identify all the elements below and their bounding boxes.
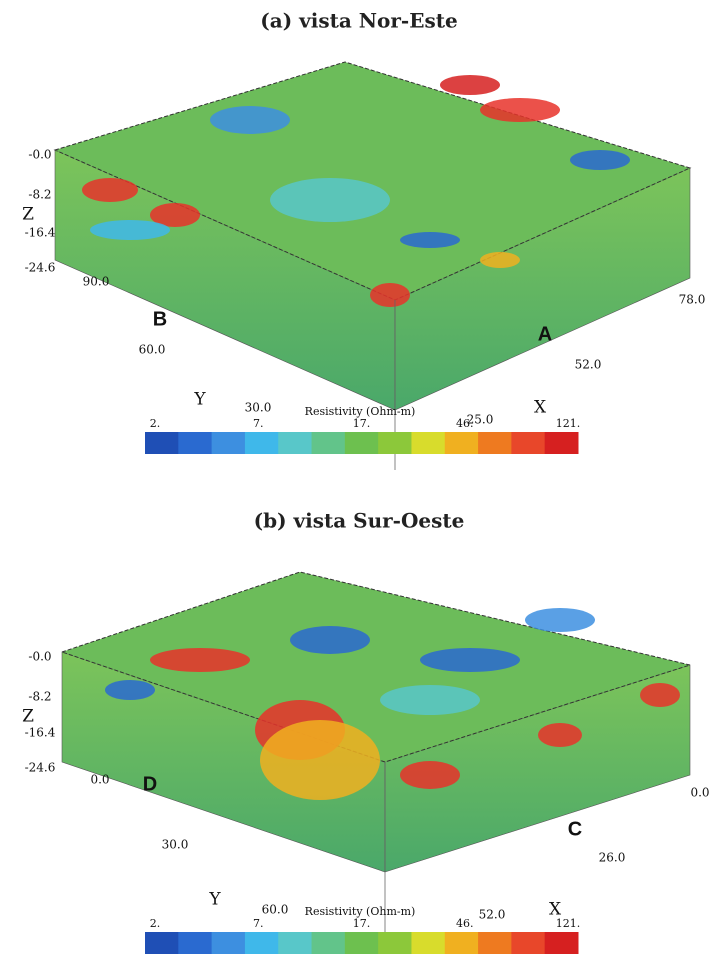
colorbar-swatch	[345, 432, 379, 454]
anomaly	[290, 626, 370, 654]
x-tick-label: 52.0	[479, 908, 506, 922]
anomaly	[150, 648, 250, 672]
colorbar-swatch	[545, 932, 579, 954]
anomaly	[270, 178, 390, 222]
colorbar-label: 17.	[353, 417, 371, 430]
z-tick-label: -24.6	[25, 261, 56, 275]
y-tick-label: 90.0	[83, 275, 110, 289]
anomaly	[370, 283, 410, 307]
anomaly	[525, 608, 595, 632]
anomaly	[640, 683, 680, 707]
colorbar-swatch	[145, 932, 179, 954]
z-tick-label: -16.4	[25, 726, 56, 740]
x-tick-label: 78.0	[679, 293, 706, 307]
anomaly	[210, 106, 290, 134]
colorbar-swatch	[178, 932, 212, 954]
colorbar-swatch	[445, 432, 479, 454]
anomaly	[480, 98, 560, 122]
z-axis-label: Z	[22, 707, 34, 727]
colorbar-label: 121.	[556, 417, 581, 430]
colorbar-swatch	[378, 432, 412, 454]
colorbar-swatch	[245, 932, 279, 954]
anomaly	[260, 720, 380, 800]
z-tick-label: -0.0	[28, 650, 51, 664]
z-tick-label: -8.2	[28, 690, 51, 704]
anomaly	[538, 723, 582, 747]
colorbar-swatch	[545, 432, 579, 454]
colorbar-swatch	[245, 432, 279, 454]
colorbar-swatch	[411, 432, 445, 454]
marker-label: D	[143, 773, 157, 795]
colorbar-label: 2.	[150, 917, 161, 930]
colorbar-label: 7.	[253, 917, 264, 930]
y-tick-label: 30.0	[162, 838, 189, 852]
colorbar-label: 46.	[456, 917, 474, 930]
anomaly	[82, 178, 138, 202]
marker-label: A	[538, 323, 552, 345]
colorbar-swatch	[145, 432, 179, 454]
colorbar-swatch	[312, 932, 346, 954]
panel-title: (b) vista Sur-Oeste	[254, 509, 465, 533]
colorbar-label: 46.	[456, 417, 474, 430]
anomaly	[480, 252, 520, 268]
z-tick-label: -0.0	[28, 148, 51, 162]
colorbar-label: 17.	[353, 917, 371, 930]
anomaly	[380, 685, 480, 715]
colorbar-swatch	[478, 932, 512, 954]
y-axis-label: Y	[208, 890, 221, 910]
y-tick-label: 60.0	[139, 343, 166, 357]
anomaly	[105, 680, 155, 700]
colorbar-swatch	[212, 932, 246, 954]
z-tick-label: -16.4	[25, 226, 56, 240]
colorbar-swatch	[312, 432, 346, 454]
colorbar-swatch	[212, 432, 246, 454]
colorbar-swatch	[378, 932, 412, 954]
panel-title: (a) vista Nor-Este	[260, 9, 457, 33]
anomaly	[400, 232, 460, 248]
y-tick-label: 60.0	[262, 903, 289, 917]
marker-label: B	[153, 308, 167, 330]
y-tick-label: 30.0	[245, 401, 272, 415]
x-tick-label: 26.0	[599, 851, 626, 865]
z-tick-label: -24.6	[25, 761, 56, 775]
y-tick-label: 0.0	[90, 773, 109, 787]
colorbar-swatch	[345, 932, 379, 954]
colorbar-label: 7.	[253, 417, 264, 430]
colorbar-swatch	[445, 932, 479, 954]
colorbar-swatch	[411, 932, 445, 954]
x-axis-label: X	[534, 398, 547, 418]
anomaly	[440, 75, 500, 95]
x-tick-label: 0.0	[690, 786, 709, 800]
anomaly	[400, 761, 460, 789]
colorbar-swatch	[278, 932, 312, 954]
z-axis-label: Z	[22, 205, 34, 225]
anomaly	[90, 220, 170, 240]
marker-label: C	[568, 818, 582, 840]
colorbar-label: 2.	[150, 417, 161, 430]
anomaly	[420, 648, 520, 672]
colorbar-swatch	[478, 432, 512, 454]
y-axis-label: Y	[193, 390, 206, 410]
z-tick-label: -8.2	[28, 188, 51, 202]
colorbar-label: 121.	[556, 917, 581, 930]
colorbar-swatch	[511, 432, 545, 454]
colorbar-swatch	[278, 432, 312, 454]
x-tick-label: 52.0	[575, 358, 602, 372]
colorbar-swatch	[178, 432, 212, 454]
figure: (a) vista Nor-Este -0.0 -8.2 -16.4 -24.6 90.0…	[0, 0, 718, 965]
colorbar-swatch	[511, 932, 545, 954]
anomaly	[570, 150, 630, 170]
